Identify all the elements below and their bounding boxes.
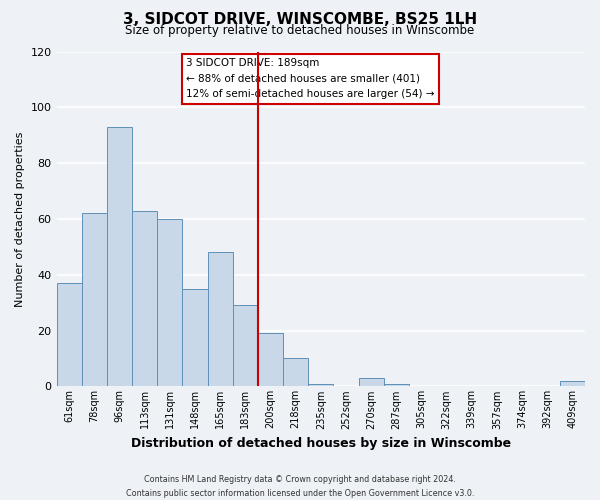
Bar [132,210,157,386]
Text: 3 SIDCOT DRIVE: 189sqm
← 88% of detached houses are smaller (401)
12% of semi-de: 3 SIDCOT DRIVE: 189sqm ← 88% of detached… [186,58,434,100]
Bar [107,127,132,386]
Bar [82,214,107,386]
Bar [383,384,409,386]
Text: Size of property relative to detached houses in Winscombe: Size of property relative to detached ho… [125,24,475,37]
Bar [157,219,182,386]
Text: Contains HM Land Registry data © Crown copyright and database right 2024.
Contai: Contains HM Land Registry data © Crown c… [126,476,474,498]
Bar [308,384,334,386]
Bar [258,334,283,386]
Bar [233,306,258,386]
Bar [283,358,308,386]
Bar [208,252,233,386]
X-axis label: Distribution of detached houses by size in Winscombe: Distribution of detached houses by size … [131,437,511,450]
Bar [560,381,585,386]
Bar [56,283,82,387]
Y-axis label: Number of detached properties: Number of detached properties [15,132,25,306]
Bar [359,378,383,386]
Bar [182,288,208,386]
Text: 3, SIDCOT DRIVE, WINSCOMBE, BS25 1LH: 3, SIDCOT DRIVE, WINSCOMBE, BS25 1LH [123,12,477,28]
